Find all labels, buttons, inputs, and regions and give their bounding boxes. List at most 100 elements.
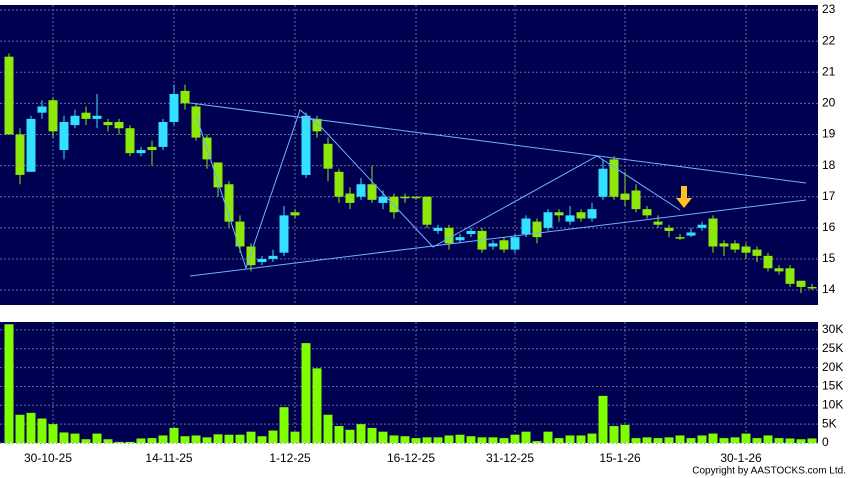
candle-body [257, 258, 267, 263]
candle-body [763, 255, 773, 269]
y-tick-label: 22 [822, 33, 836, 47]
candle-body [158, 122, 168, 147]
candle-body [59, 122, 69, 151]
plot-layer: 14 15 16 17 18 19 20 21 22 23 30-10-25 14-11-25 1-12… [0, 2, 843, 465]
volume-bar [477, 437, 487, 443]
candle-body [521, 218, 531, 235]
volume-bar [565, 435, 575, 443]
candle-body [543, 212, 553, 228]
volume-bar [323, 414, 333, 443]
volume-bar [444, 435, 454, 443]
volume-bar [411, 438, 421, 443]
x-tick-label: 15-1-26 [599, 451, 641, 465]
y-tick-label: 20K [822, 360, 843, 374]
candle-body [147, 146, 157, 151]
arrow-marker [676, 186, 692, 208]
volume-bar [521, 431, 531, 443]
candle-body [191, 106, 201, 138]
volume-bar [92, 433, 102, 443]
volume-bar [576, 435, 586, 443]
candle-body [422, 196, 432, 225]
volume-bar [774, 438, 784, 443]
volume-bar [488, 437, 498, 443]
volume-bar [301, 343, 311, 443]
volume-bar [653, 438, 663, 443]
price-panel [0, 5, 818, 305]
candle-body [631, 190, 641, 210]
volume-bar [158, 435, 168, 443]
volume-bar [268, 430, 278, 443]
wave-line [195, 109, 681, 270]
volume-bar [675, 435, 685, 443]
candle-body [4, 56, 14, 135]
candle-body [301, 115, 311, 175]
volume-bar [246, 431, 256, 443]
candle-body [752, 249, 762, 256]
candle-body [598, 168, 608, 197]
volume-bar [719, 438, 729, 443]
volume-bar [389, 435, 399, 443]
candle-body [323, 143, 333, 169]
resistance-line [189, 102, 807, 184]
volume-bar [400, 436, 410, 443]
volume-bar [103, 439, 113, 443]
candle-body [334, 171, 344, 197]
x-tick-label: 14-11-25 [145, 451, 192, 465]
volume-bar [378, 431, 388, 443]
candle-body [532, 221, 542, 238]
candle-body [169, 94, 179, 123]
volume-bar [807, 438, 817, 443]
volume-bar [279, 407, 289, 443]
x-tick-label: 30-10-25 [24, 451, 72, 465]
x-tick-label: 16-12-25 [387, 451, 435, 465]
volume-bar [587, 433, 597, 443]
trend-lines [189, 102, 807, 277]
volume-bar [466, 436, 476, 443]
volume-bar [356, 424, 366, 443]
volume-bar [81, 439, 91, 443]
volume-bar [70, 433, 80, 443]
candle-body [433, 227, 443, 231]
volume-bar [752, 438, 762, 443]
candle-body [235, 221, 245, 247]
y-tick-label: 15K [822, 379, 843, 393]
volume-bar [697, 435, 707, 443]
candle-body [15, 134, 25, 175]
candle-body [224, 184, 234, 222]
candle-body [378, 196, 388, 203]
support-line [189, 199, 807, 277]
candle-body [114, 122, 124, 129]
volume-bar [620, 424, 630, 443]
volume-bar [26, 412, 36, 443]
volume-bar [312, 368, 322, 443]
x-tick-label: 31-12-25 [486, 451, 534, 465]
volume-bar [4, 324, 14, 443]
y-tick-label: 17 [822, 189, 836, 203]
y-tick-label: 0 [822, 435, 829, 449]
volume-bar [741, 433, 751, 443]
volume-bar [708, 433, 718, 443]
candle-body [290, 212, 300, 216]
candle-body [719, 243, 729, 247]
volume-bar [59, 432, 69, 443]
volume-bar [169, 427, 179, 443]
volume-bar [37, 418, 47, 443]
volume-bar [125, 441, 135, 443]
volume-bar [202, 437, 212, 443]
volume-bar [191, 435, 201, 443]
y-tick-label: 20 [822, 96, 836, 110]
candle-body [103, 122, 113, 126]
candle-body [455, 237, 465, 241]
y-tick-label: 14 [822, 282, 836, 296]
volume-bar [730, 437, 740, 443]
candle-body [26, 118, 36, 172]
candle-body [499, 240, 509, 250]
candle-body [48, 100, 58, 132]
volume-bar [224, 434, 234, 443]
candle-body [488, 243, 498, 247]
candle-body [609, 159, 619, 197]
candle-body [642, 209, 652, 216]
candle-body [444, 227, 454, 244]
volume-bar [532, 441, 542, 443]
